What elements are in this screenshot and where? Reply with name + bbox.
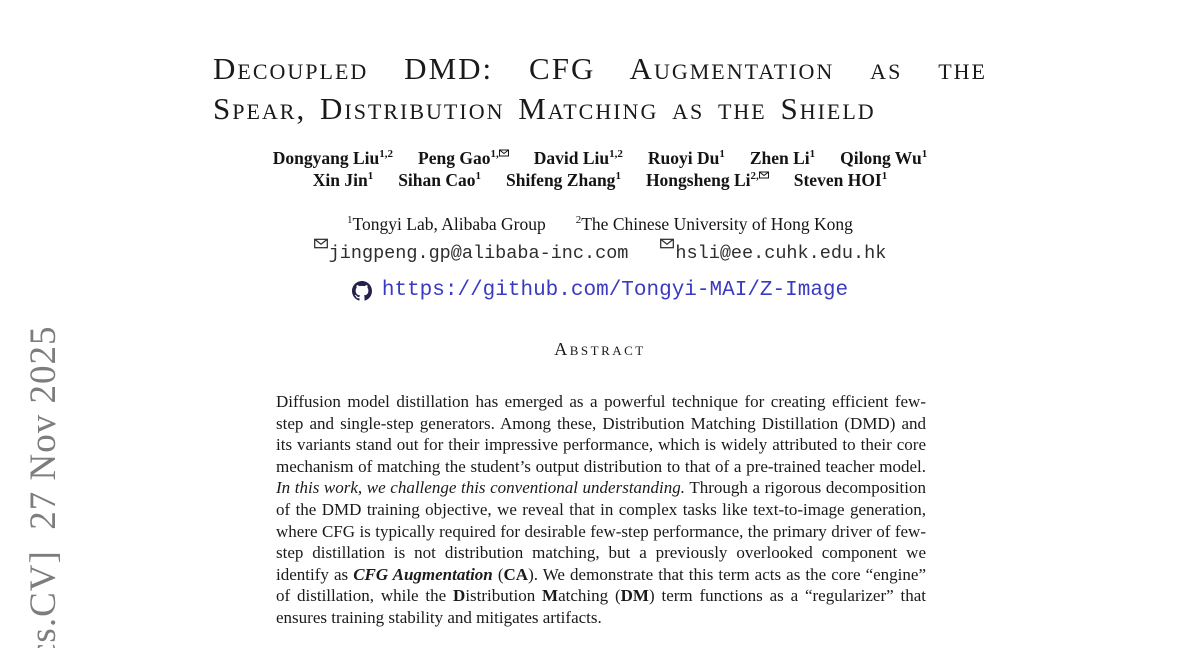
abstract-segment: M [542,586,559,606]
author-name: David Liu [533,148,610,168]
affiliation: 2The Chinese University of Hong Kong [576,214,853,235]
author: Hongsheng Li2, [646,170,769,191]
github-link[interactable]: https://github.com/Tongyi-MAI/Z-Image [381,279,849,302]
abstract-segment: D [453,586,466,606]
author-name: Ruoyi Du [647,148,720,168]
author: Qilong Wu1 [840,148,927,169]
abstract-segment: istribution [465,586,543,606]
author-name: Peng Gao [418,148,491,168]
author: Shifeng Zhang1 [506,170,621,191]
abstract-segment: ). We demonstrate that this term acts as… [276,564,926,606]
abstract-body: Diffusion model distillation has emerged… [276,391,926,629]
author-name: Sihan Cao [398,170,476,190]
author-name: Zhen Li [749,148,810,168]
author: David Liu1,2 [534,148,623,169]
author: Xin Jin1 [313,170,373,191]
paper-title-line-2: Spear, Distribution Matching as the Shie… [213,91,876,126]
author: Steven HOI1 [794,170,888,191]
author-affiliation-sup: 1 [881,170,888,183]
github-link-row: https://github.com/Tongyi-MAI/Z-Image [0,279,1200,302]
author-name: Shifeng Zhang [506,170,616,190]
author-affiliation-sup: 1,2 [379,148,394,161]
author-affiliation-sup: 2, [751,170,769,182]
author-affiliation-sup: 1 [615,170,621,183]
email-address: jingpeng.gp@alibaba-inc.com [328,243,629,264]
email-address: hsli@ee.cuhk.edu.hk [675,243,887,264]
affiliations-row: 1Tongyi Lab, Alibaba Group 2The Chinese … [0,214,1200,235]
paper-title: Decoupled DMD: CFG Augmentation as the S… [213,49,987,129]
envelope-icon [660,238,675,249]
author: Ruoyi Du1 [648,148,725,169]
paper-title-line-1: Decoupled DMD: CFG Augmentation as the [213,51,987,86]
abstract-segment: CFG Augmentation [353,564,493,584]
author-affiliation-sup: 1 [809,148,816,161]
author-affiliation-sup: 1 [921,148,928,161]
envelope-icon [758,170,769,182]
abstract-segment: DM [620,586,649,606]
abstract-segment: Through a rigorous decomposition of the … [276,478,927,584]
envelope-icon [313,238,328,249]
author: Peng Gao1, [418,148,509,169]
envelope-icon [498,148,509,160]
abstract-segment: atching ( [558,586,621,606]
affiliation-sup: 2 [575,214,582,227]
author-name: Hongsheng Li [645,170,751,190]
affiliation-text: The Chinese University of Hong Kong [581,214,853,234]
authors-row-2: Xin Jin1 Sihan Cao1 Shifeng Zhang1 Hongs… [0,170,1200,191]
email: hsli@ee.cuhk.edu.hk [660,238,886,264]
author-affiliation-sup: 1 [475,170,482,183]
author: Sihan Cao1 [398,170,481,191]
affiliation-text: Tongyi Lab, Alibaba Group [352,214,546,234]
author-affiliation-sup: 1, [490,148,509,160]
author: Dongyang Liu1,2 [273,148,393,169]
affiliation: 1Tongyi Lab, Alibaba Group [347,214,546,235]
author-name: Xin Jin [312,170,368,190]
abstract-segment: CA [503,564,529,584]
email: jingpeng.gp@alibaba-inc.com [313,238,629,264]
author-name: Steven HOI [793,170,882,190]
abstract-segment: ( [492,564,504,584]
author: Zhen Li1 [750,148,815,169]
github-icon [351,280,372,301]
author-name: Qilong Wu [840,148,922,168]
emails-row: jingpeng.gp@alibaba-inc.com hsli@ee.cuhk… [0,238,1200,264]
affiliation-sup: 1 [347,214,353,227]
author-affiliation-sup: 1 [719,148,725,161]
author-name: Dongyang Liu [272,148,380,168]
abstract-segment: In this work, we challenge this conventi… [276,478,686,498]
author-affiliation-sup: 1 [367,170,374,183]
authors-row-1: Dongyang Liu1,2 Peng Gao1, David Liu1,2 … [0,148,1200,169]
author-affiliation-sup: 1,2 [609,148,623,161]
abstract-heading: Abstract [554,339,646,359]
abstract-segment: Diffusion model distillation has emerged… [276,392,926,476]
arxiv-stamp: cs.CV] 27 Nov 2025 [23,325,64,648]
abstract-segment: ) term functions as a “regularizer” that… [276,586,926,627]
